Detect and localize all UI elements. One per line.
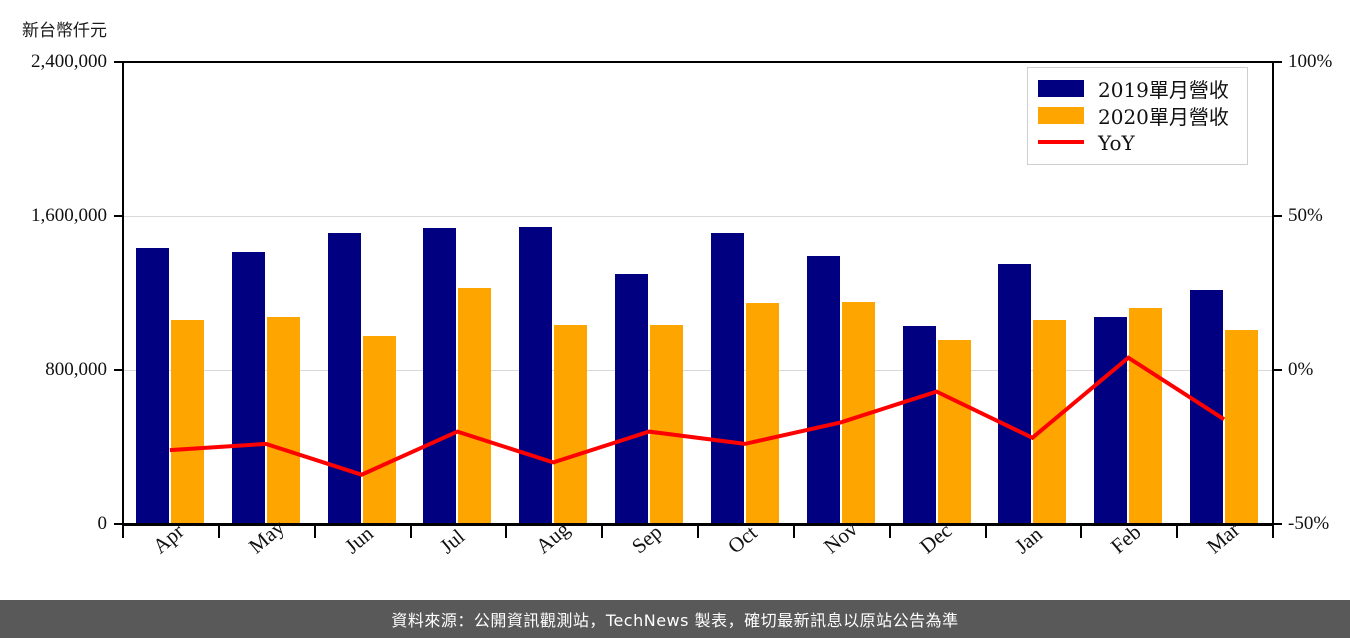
bar-2020-jul [458,288,492,524]
gridline [122,216,1272,217]
y-axis-right-label: 100% [1288,51,1333,72]
y-axis-right-label: 50% [1288,205,1323,226]
bar-2019-jun [327,232,361,524]
x-axis-tick [1272,526,1274,538]
axis-left-line [122,62,124,525]
bar-2020-jan [1033,319,1067,524]
footer-bar: 資料來源：公開資訊觀測站，TechNews 製表，確切最新訊息以原站公告為準 [0,600,1350,638]
y-axis-left-label: 1,600,000 [31,205,107,226]
x-axis-tick [505,526,508,538]
footer-source-text: 資料來源：公開資訊觀測站，TechNews 製表，確切最新訊息以原站公告為準 [391,611,959,630]
x-axis-tick [984,526,987,538]
y-axis-left-tick [114,215,123,217]
x-axis-label-jul: Jul [435,524,470,559]
x-axis-tick [313,526,316,538]
bar-2019-may [231,251,265,524]
bar-2019-feb [1094,317,1128,524]
bar-2019-nov [806,255,840,524]
legend-item-label: 2019單月營收 [1098,78,1229,102]
legend-item-2[interactable]: 2020單月營收 [1038,102,1237,129]
y-axis-right-tick [1273,369,1282,371]
y-axis-left-label: 2,400,000 [31,51,107,72]
axis-top-line [122,61,1274,63]
legend-item-3[interactable]: YoY [1038,129,1237,156]
chart-legend: 2019單月營收 2020單月營收 YoY [1027,67,1248,165]
x-axis-tick [792,526,795,538]
legend-swatch-icon [1038,107,1084,124]
y-axis-right-tick [1273,523,1282,525]
y-axis-left-tick [114,523,123,525]
x-axis-tick [1080,526,1083,538]
legend-line-icon [1038,134,1084,151]
bar-2020-jun [362,335,396,524]
legend-item-label: 2020單月營收 [1098,105,1229,129]
bar-2020-oct [745,303,779,524]
bar-2019-apr [135,247,169,524]
bar-2020-aug [554,324,588,524]
bar-2020-may [266,317,300,524]
y-axis-left-tick [114,61,123,63]
bar-2020-sep [650,324,684,524]
x-axis-label-oct: Oct [722,520,762,559]
legend-swatch-icon [1038,80,1084,97]
x-axis-label-jan: Jan [1010,522,1048,559]
y-axis-right-label: 0% [1288,359,1314,380]
bar-2019-sep [615,273,649,524]
bar-2019-oct [710,232,744,524]
y-axis-left-tick [114,369,123,371]
bar-2019-mar [1190,290,1224,524]
axis-right-line [1272,62,1274,525]
x-axis-tick [122,526,124,538]
bar-2019-dec [902,325,936,524]
bar-2019-jul [423,227,457,524]
bar-2020-feb [1129,308,1163,524]
x-axis-tick [217,526,220,538]
legend-item-1[interactable]: 2019單月營收 [1038,75,1237,102]
bar-2020-dec [937,339,971,524]
bar-2020-apr [170,319,204,524]
y-axis-right-label: -50% [1288,513,1330,534]
x-axis-tick [888,526,891,538]
axis-bottom-line [122,523,1274,526]
x-axis-tick [601,526,604,538]
legend-item-label: YoY [1098,130,1135,155]
bar-2020-mar [1225,329,1259,524]
y-axis-right-tick [1273,61,1282,63]
x-axis-tick [697,526,699,538]
y-axis-left-label: 800,000 [45,359,107,380]
bar-2019-aug [519,226,553,524]
y-axis-right-tick [1273,215,1282,217]
x-axis-label-jun: Jun [339,521,378,559]
bar-2019-jan [998,263,1032,524]
y-axis-left-label: 0 [97,513,108,534]
bar-2020-nov [841,302,875,524]
x-axis-tick [1176,526,1179,538]
y-axis-unit-label: 新台幣仟元 [22,21,107,41]
x-axis-tick [409,526,412,538]
